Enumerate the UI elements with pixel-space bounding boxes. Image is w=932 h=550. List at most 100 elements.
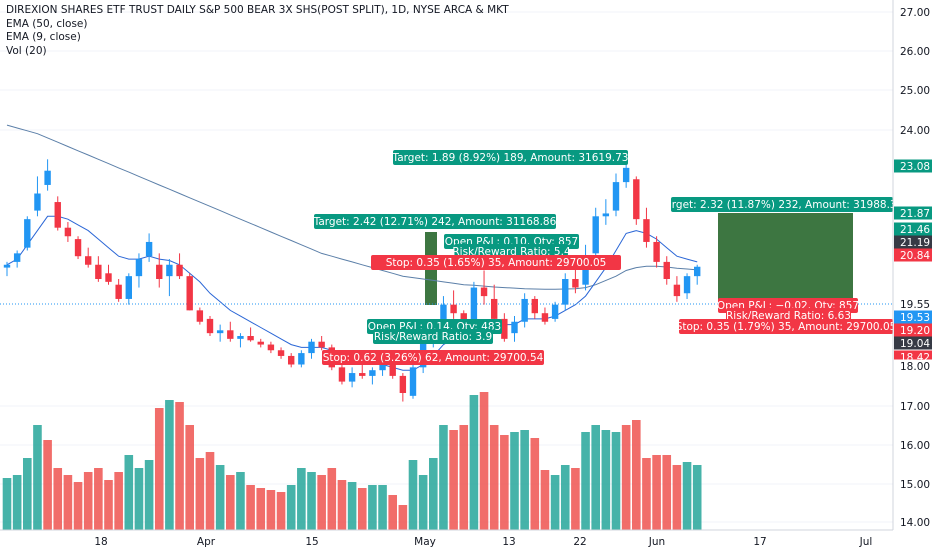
candle-body	[196, 310, 204, 322]
time-tick: Jun	[648, 536, 665, 548]
price-axis-label: 19.04	[894, 336, 932, 350]
price-tick: 26.00	[900, 46, 930, 58]
candle-body	[663, 261, 670, 279]
price-axis-label-text: 19.04	[900, 338, 930, 350]
volume-bar	[73, 482, 83, 530]
candle-body	[501, 318, 508, 339]
candle-body	[338, 367, 346, 382]
volume-bar	[12, 475, 22, 530]
volume-bar	[571, 468, 580, 530]
candle-body	[44, 170, 51, 185]
volume-legend[interactable]: Vol (20)	[6, 44, 47, 57]
volume-bar	[408, 460, 418, 530]
price-axis-label: 20.84	[894, 248, 932, 262]
candle-body	[562, 279, 569, 305]
candle-body	[216, 330, 224, 334]
volume-bar	[165, 400, 174, 530]
candle-body	[227, 330, 234, 339]
risk-reward-label: Risk/Reward Ratio: 3.9	[373, 329, 493, 344]
candle-body	[105, 273, 112, 282]
volume-bar	[134, 468, 144, 530]
candle-body	[694, 266, 701, 277]
price-scale-bg	[893, 0, 932, 530]
profit-zone	[718, 213, 853, 306]
price-axis-label: 21.46	[894, 222, 932, 236]
volume-bar	[682, 462, 692, 530]
price-axis-label-text: 21.46	[900, 224, 930, 236]
candle-body	[572, 279, 579, 288]
price-axis-label-text: 20.84	[900, 250, 930, 262]
price-axis-label: 21.87	[894, 206, 932, 220]
price-axis-label: 19.55	[894, 297, 932, 311]
price-axis-label-text: 21.87	[900, 208, 930, 220]
candle-body	[145, 241, 153, 257]
candle-body	[85, 256, 92, 265]
candle-body	[348, 373, 356, 382]
price-axis-label-text: 23.08	[900, 161, 930, 173]
volume-bar	[317, 475, 326, 530]
price-tick: 14.00	[900, 517, 930, 529]
volume-bar	[297, 468, 306, 530]
candle-body	[277, 350, 285, 356]
ema50-legend[interactable]: EMA (50, close)	[6, 17, 88, 30]
candle-body	[602, 213, 610, 217]
volume-bar	[357, 488, 367, 530]
volume-bar	[286, 485, 296, 530]
volume-bar	[692, 465, 702, 530]
volume-bar	[195, 458, 205, 530]
target-label-text: Target: 1.89 (8.92%) 189, Amount: 31619.…	[392, 152, 629, 164]
volume-bar	[418, 475, 428, 530]
volume-bar	[23, 458, 32, 530]
candle-body	[237, 336, 244, 339]
volume-bar	[246, 485, 255, 530]
candle-body	[288, 355, 295, 365]
candle-body	[176, 264, 183, 277]
candle-body	[247, 336, 254, 341]
symbol-title[interactable]: DIREXION SHARES ETF TRUST DAILY S&P 500 …	[6, 4, 509, 16]
price-tick: 24.00	[900, 125, 930, 137]
candle-body	[511, 321, 518, 334]
candle-body	[541, 313, 549, 322]
volume-bar	[83, 472, 93, 530]
volume-bar	[144, 460, 154, 530]
volume-bar	[256, 488, 266, 530]
candle-body	[653, 241, 660, 262]
candle-body	[491, 298, 498, 319]
price-axis-label-text: 19.55	[900, 299, 930, 311]
volume-bar	[642, 458, 651, 530]
volume-bar	[449, 430, 458, 530]
volume-bar	[327, 468, 337, 530]
candle-body	[551, 304, 559, 319]
stop-label-text: Stop: 0.35 (1.79%) 35, Amount: 29700.05	[676, 321, 897, 333]
candle-body	[64, 227, 72, 237]
volume-bar	[388, 495, 397, 530]
volume-bar	[520, 430, 529, 530]
target-label: Target: 2.42 (12.71%) 242, Amount: 31168…	[313, 214, 557, 229]
candle-body	[379, 364, 386, 371]
volume-bar	[276, 492, 286, 530]
target-label-text: Target: 2.32 (11.87%) 232, Amount: 31988…	[660, 199, 904, 211]
candle-body	[135, 259, 143, 277]
candle-body	[592, 216, 599, 254]
ema9-legend[interactable]: EMA (9, close)	[6, 31, 81, 43]
volume-bar	[2, 478, 12, 530]
candle-body	[34, 193, 41, 211]
price-tick: 25.00	[900, 85, 930, 97]
target-label: Target: 1.89 (8.92%) 189, Amount: 31619.…	[392, 150, 629, 165]
candle-body	[166, 264, 173, 277]
volume-bar	[266, 490, 276, 530]
stop-label: Stop: 0.62 (3.26%) 62, Amount: 29700.54	[322, 350, 544, 365]
price-axis-label-text: 18.00	[900, 361, 930, 373]
volume-bar	[530, 438, 540, 530]
volume-bar	[459, 425, 469, 530]
price-axis-label: 18.00	[894, 359, 932, 373]
stop-label: Stop: 0.35 (1.65%) 35, Amount: 29700.05	[371, 255, 621, 270]
candle-body	[622, 167, 630, 183]
candle-body	[450, 304, 457, 314]
price-axis-label: 23.08	[894, 159, 932, 173]
volume-bar	[510, 432, 519, 530]
volume-bar	[632, 420, 641, 530]
volume-bar	[398, 505, 408, 530]
stop-label-text: Stop: 0.35 (1.65%) 35, Amount: 29700.05	[386, 257, 607, 269]
